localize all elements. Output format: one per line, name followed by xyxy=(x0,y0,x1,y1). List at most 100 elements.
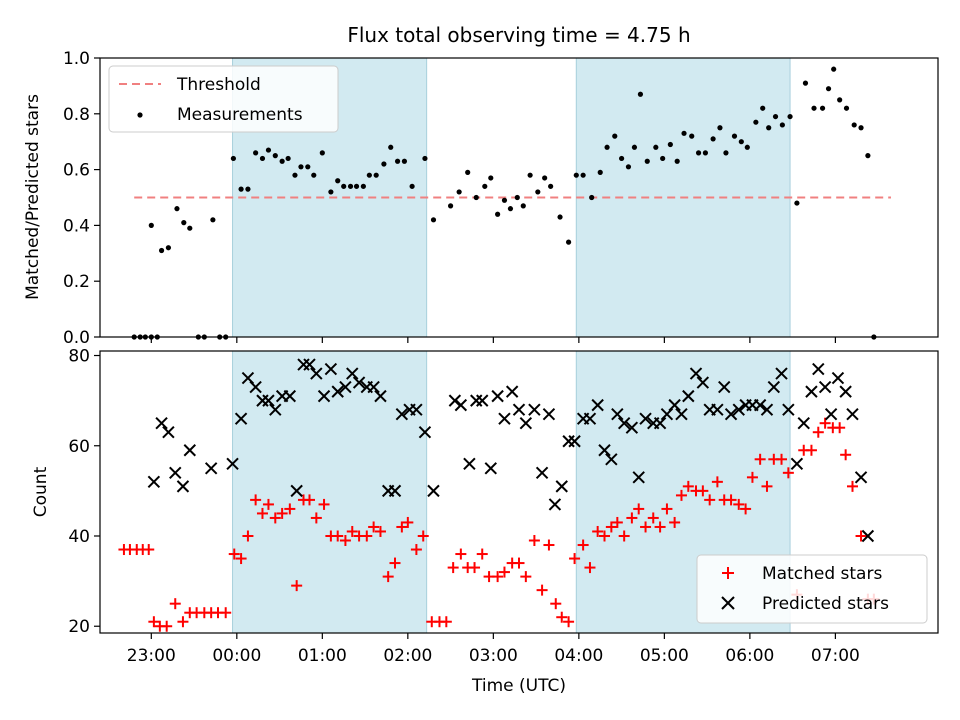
matched-point xyxy=(318,498,330,510)
matched-point xyxy=(577,539,589,551)
measurement-point xyxy=(507,206,514,212)
matched-point xyxy=(536,584,548,596)
measurement-point xyxy=(644,158,650,164)
measurement-point xyxy=(527,172,533,178)
top-y-tick-label: 0.4 xyxy=(63,216,90,236)
matched-point xyxy=(746,471,758,483)
predicted-point xyxy=(846,407,859,421)
matched-point xyxy=(782,467,794,479)
predicted-point xyxy=(147,475,161,489)
predicted-point xyxy=(818,380,832,394)
measurement-point xyxy=(542,175,548,181)
matched-point xyxy=(143,544,155,556)
top-axes-frame xyxy=(99,57,939,338)
matched-point xyxy=(599,530,611,542)
measurement-point xyxy=(373,172,379,178)
measurement-point xyxy=(401,158,408,164)
measurement-point xyxy=(851,122,857,128)
measurement-points xyxy=(131,66,877,340)
predicted-point xyxy=(454,398,468,412)
bottom-y-axis: 20 40 60 80 xyxy=(68,347,100,637)
predicted-point xyxy=(176,480,190,493)
matched-point xyxy=(611,516,623,528)
matched-point xyxy=(654,521,666,533)
matched-point xyxy=(476,548,488,560)
matched-point xyxy=(396,521,408,533)
measurement-point xyxy=(811,105,817,111)
matched-point xyxy=(661,503,673,515)
measurement-point xyxy=(557,214,563,220)
predicted-point xyxy=(427,484,440,498)
measurement-point xyxy=(353,183,360,189)
predicted-point xyxy=(555,480,568,493)
predicted-point xyxy=(476,394,489,407)
predicted-point xyxy=(491,389,504,403)
matched-point xyxy=(669,516,681,528)
matched-point xyxy=(382,571,394,583)
predicted-point xyxy=(831,371,845,385)
matched-point xyxy=(697,485,709,497)
matched-point xyxy=(284,503,296,515)
predicted-point xyxy=(410,403,423,416)
measurement-point xyxy=(230,155,236,162)
top-y-tick-label: 0.0 xyxy=(63,328,90,348)
measurement-point xyxy=(347,183,354,189)
measurement-point xyxy=(625,164,632,170)
measurement-point xyxy=(695,150,702,156)
predicted-point xyxy=(505,385,519,398)
predicted-point xyxy=(682,389,695,403)
measurement-point xyxy=(779,122,785,128)
predicted-point xyxy=(463,457,476,471)
predicted-point xyxy=(346,367,359,380)
matched-point xyxy=(374,525,386,537)
predicted-point xyxy=(625,421,639,434)
measurement-point xyxy=(311,172,317,178)
measurement-point xyxy=(366,172,372,178)
predicted-point xyxy=(753,398,767,412)
measurement-point xyxy=(165,245,172,251)
matched-points xyxy=(118,417,880,632)
measurement-point xyxy=(548,183,554,189)
matched-point xyxy=(161,620,173,632)
bottom-axes-frame xyxy=(99,350,939,634)
measurement-point xyxy=(341,183,347,189)
predicted-point xyxy=(249,380,262,394)
x-tick-label: 03:00 xyxy=(469,646,518,666)
matched-point xyxy=(569,553,581,565)
measurement-point xyxy=(335,178,341,184)
measurement-point xyxy=(174,206,180,212)
matched-legend-label: Matched stars xyxy=(762,564,882,584)
measurement-point xyxy=(787,113,793,120)
predicted-point xyxy=(542,407,556,421)
matched-point xyxy=(819,417,831,429)
x-tick-label: 05:00 xyxy=(640,646,689,666)
top-y-tick-label: 0.6 xyxy=(63,161,90,181)
measurement-point xyxy=(689,133,695,139)
predicted-point xyxy=(331,385,344,398)
predicted-point xyxy=(775,367,788,380)
predicted-point xyxy=(711,403,724,416)
measurement-point xyxy=(187,225,193,231)
measurement-point xyxy=(772,113,779,120)
predicted-point xyxy=(352,376,366,389)
bottom-y-tick-label: 80 xyxy=(68,347,90,367)
top-legend: Threshold Measurements xyxy=(108,65,339,133)
measurement-point xyxy=(501,197,508,203)
predicted-point xyxy=(583,412,597,425)
matched-point xyxy=(618,530,630,542)
measurement-point xyxy=(723,150,729,156)
top-y-tick-label: 0.2 xyxy=(63,272,90,292)
measurement-point xyxy=(681,130,687,136)
matched-point xyxy=(339,535,351,547)
predicted-point xyxy=(310,367,323,380)
predicted-point xyxy=(632,471,645,484)
predicted-point xyxy=(839,385,852,398)
x-tick-label: 02:00 xyxy=(383,646,432,666)
measurement-point xyxy=(865,153,871,159)
matched-point xyxy=(447,562,459,574)
measurement-point xyxy=(843,105,850,111)
measurements-legend-label: Measurements xyxy=(177,105,303,125)
matched-point xyxy=(626,512,638,524)
predicted-point xyxy=(548,498,562,511)
measurement-point xyxy=(717,125,723,131)
